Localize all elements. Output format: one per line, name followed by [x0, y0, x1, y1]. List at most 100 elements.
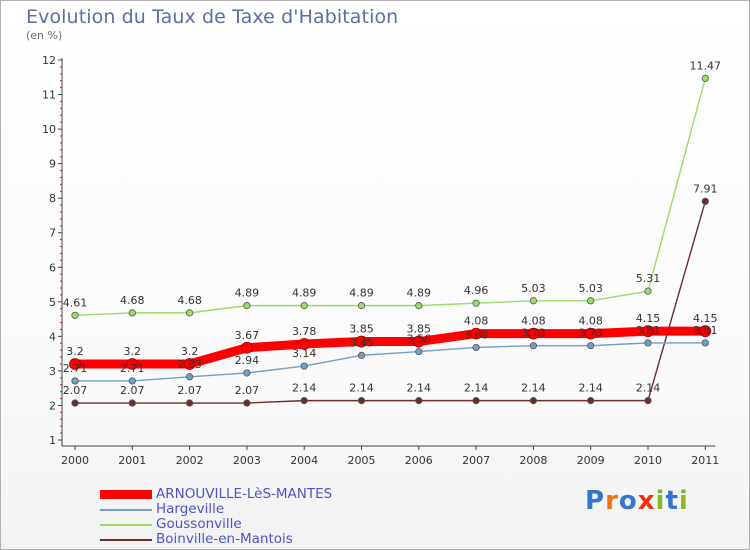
data-label-2: 4.96 [464, 284, 489, 297]
series-point-3 [357, 397, 366, 405]
series-point-3 [128, 399, 136, 407]
legend-swatch-hargeville [100, 509, 152, 511]
data-label-3: 2.07 [235, 384, 260, 397]
series-point-3 [71, 399, 79, 407]
y-tick-label: 2 [49, 399, 56, 412]
series-point-2 [71, 311, 79, 319]
series-point-2 [701, 74, 709, 82]
data-label-0: 3.2 [66, 345, 84, 358]
x-tick-label: 2009 [577, 454, 605, 467]
logo-letter: P [585, 486, 606, 516]
logo-letter: x [637, 486, 656, 516]
data-label-3: 7.91 [693, 182, 718, 195]
data-label-1: 3.45 [349, 336, 374, 349]
y-tick-label: 3 [49, 365, 56, 378]
x-tick-label: 2001 [118, 454, 146, 467]
data-label-0: 3.2 [181, 345, 199, 358]
series-point-0 [126, 358, 139, 370]
data-label-1: 2.83 [177, 358, 202, 371]
series-point-2 [415, 302, 423, 310]
legend-item-goussonville: Goussonville [100, 516, 460, 532]
legend-item-boinville: Boinville-en-Mantois [100, 531, 460, 547]
data-label-2: 5.03 [521, 282, 546, 295]
data-label-3: 2.07 [120, 384, 145, 397]
series-point-2 [587, 297, 595, 305]
series-point-1 [243, 369, 251, 377]
y-tick-label: 7 [49, 227, 56, 240]
data-label-3: 2.14 [407, 382, 432, 395]
data-label-3: 2.07 [63, 384, 88, 397]
data-label-3: 2.14 [521, 382, 546, 395]
data-label-2: 4.61 [63, 296, 88, 309]
legend-swatch-boinville [100, 539, 152, 541]
data-label-0: 3.85 [349, 323, 374, 336]
series-point-3 [587, 397, 595, 405]
series-point-3 [300, 397, 308, 405]
series-point-1 [529, 342, 538, 350]
data-label-1: 3.68 [464, 328, 489, 341]
series-point-1 [71, 377, 79, 385]
data-label-1: 3.73 [578, 327, 603, 340]
series-point-2 [300, 302, 308, 310]
data-label-0: 3.78 [292, 325, 317, 338]
legend-swatch-goussonville [100, 524, 152, 526]
series-point-1 [186, 373, 194, 381]
data-label-0: 3.85 [407, 323, 432, 336]
series-point-0 [355, 335, 368, 348]
data-label-3: 2.14 [636, 382, 661, 395]
data-label-1: 2.94 [235, 354, 260, 367]
series-point-2 [357, 302, 366, 310]
series-point-1 [587, 342, 595, 350]
series-point-0 [470, 327, 483, 340]
logo-letter: r [605, 486, 619, 516]
series-line-2 [74, 77, 706, 316]
series-point-0 [69, 358, 81, 370]
y-tick-label: 1 [49, 434, 56, 447]
series-point-3 [243, 399, 251, 407]
legend-label-arnouville: ARNOUVILLE-LèS-MANTES [156, 486, 333, 502]
legend-label-goussonville: Goussonville [156, 516, 242, 532]
legend-label-boinville: Boinville-en-Mantois [156, 531, 293, 547]
series-line-0 [70, 326, 710, 369]
series-point-0 [527, 327, 540, 340]
data-label-3: 2.14 [292, 382, 317, 395]
data-label-1: 3.81 [636, 324, 661, 337]
series-line-3 [74, 200, 706, 404]
series-point-0 [642, 325, 654, 338]
data-label-1: 3.81 [693, 324, 718, 337]
y-tick-label: 8 [49, 192, 56, 205]
series-point-1 [701, 339, 709, 347]
y-tick-label: 9 [49, 158, 56, 171]
series-point-1 [415, 347, 423, 356]
data-label-0: 4.15 [636, 312, 661, 325]
series-point-0 [584, 327, 597, 340]
series-point-3 [529, 397, 538, 405]
series-point-0 [298, 338, 311, 350]
series-point-2 [243, 302, 251, 310]
x-tick-label: 2002 [176, 454, 204, 467]
data-label-1: 2.71 [63, 362, 88, 375]
legend-swatch-arnouville [100, 490, 152, 499]
series-point-1 [128, 377, 136, 385]
logo-letter: o [618, 486, 638, 516]
data-label-2: 4.89 [349, 287, 374, 300]
series-point-1 [300, 362, 308, 370]
y-tick-label: 12 [42, 54, 56, 67]
data-label-2: 4.89 [407, 287, 432, 300]
legend-item-arnouville: ARNOUVILLE-LèS-MANTES [100, 486, 460, 502]
series-point-2 [128, 309, 136, 317]
data-label-3: 2.14 [349, 382, 374, 395]
series-point-0 [699, 325, 712, 338]
y-tick-label: 6 [49, 261, 56, 274]
data-label-2: 5.31 [636, 272, 661, 285]
series-point-2 [472, 299, 480, 307]
series-point-1 [357, 351, 366, 359]
data-label-1: 3.56 [407, 333, 432, 346]
legend-item-hargeville: Hargeville [100, 501, 460, 517]
y-tick-label: 11 [42, 89, 56, 102]
legend-label-hargeville: Hargeville [156, 501, 225, 517]
x-tick-label: 2000 [61, 454, 89, 467]
series-point-3 [701, 197, 709, 205]
data-label-3: 2.07 [177, 384, 202, 397]
